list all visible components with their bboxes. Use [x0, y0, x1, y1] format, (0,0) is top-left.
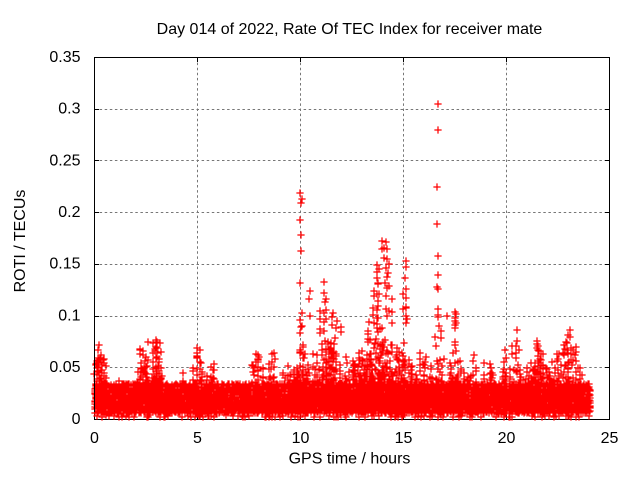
svg-text:0.15: 0.15 [49, 256, 80, 273]
svg-text:0.2: 0.2 [58, 204, 80, 221]
svg-text:10: 10 [292, 430, 310, 447]
svg-text:0: 0 [90, 430, 99, 447]
svg-text:0.3: 0.3 [58, 101, 80, 118]
svg-text:5: 5 [193, 430, 202, 447]
svg-text:0.05: 0.05 [49, 359, 80, 376]
svg-text:15: 15 [395, 430, 413, 447]
svg-text:20: 20 [498, 430, 516, 447]
svg-text:GPS time / hours: GPS time / hours [289, 451, 411, 468]
svg-text:Day 014 of 2022, Rate Of TEC I: Day 014 of 2022, Rate Of TEC Index for r… [157, 21, 543, 38]
svg-text:0.35: 0.35 [49, 49, 80, 66]
svg-text:0.1: 0.1 [58, 307, 80, 324]
svg-text:25: 25 [601, 430, 619, 447]
svg-text:0: 0 [72, 411, 81, 428]
svg-text:ROTI / TECUs: ROTI / TECUs [12, 190, 29, 293]
svg-text:0.25: 0.25 [49, 152, 80, 169]
